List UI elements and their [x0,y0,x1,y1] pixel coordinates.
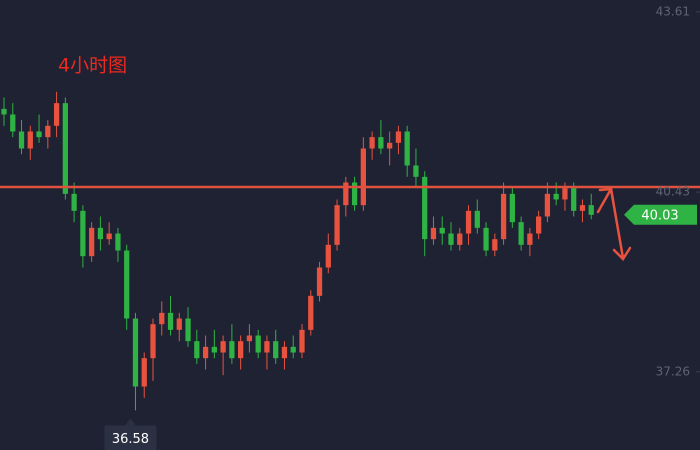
candle-body [150,324,156,359]
candle-body [457,233,463,245]
candle-body [36,131,42,138]
candle-body [229,341,235,359]
candle-body [360,148,366,206]
candle-body [89,227,95,257]
y-tick-label: 40.43 [656,185,690,199]
candle-body [422,176,428,240]
candle-body [62,103,68,194]
candle-body [273,341,279,359]
price-tag-label: 40.03 [641,208,678,223]
candle-body [132,318,139,387]
candle-body [316,267,323,296]
candle-body [378,137,384,149]
candle-body [351,182,358,206]
candle-body [71,193,77,211]
candle-body [255,335,261,353]
candle-body [185,318,191,342]
candle-body [308,295,314,330]
candle-body [544,193,551,217]
candle-body [290,346,296,353]
arrow-head [612,246,632,261]
candle-body [553,193,559,200]
candle-body [18,131,25,149]
candle-body [483,227,489,251]
candle-body [220,341,226,353]
candle-body [509,193,515,223]
arrow-down [609,187,625,260]
candle-body [97,227,104,240]
candle-body [246,335,253,342]
candle-body [299,329,305,353]
candle-body [1,108,7,115]
candle-body [518,222,524,245]
low-label: 36.58 [112,432,149,447]
candle-body [395,131,402,143]
candle-body [369,137,375,149]
y-tick-label: 43.61 [656,4,690,18]
candle-body [579,205,586,211]
candle-body [325,244,331,268]
candle-body [465,210,472,234]
candle-body [492,239,498,251]
candle-body [527,233,533,245]
candle-body [264,341,270,353]
candle-body [115,233,121,251]
candle-body [334,205,340,245]
candle-body [53,103,60,126]
price-tag [624,204,697,225]
candle-body [141,358,147,387]
annotation-arrows [596,187,632,261]
plot [0,11,700,411]
candle-body [202,346,209,359]
candle-body [387,142,393,149]
candle-body [167,312,174,330]
candle-body [536,216,542,234]
candle-body [562,188,568,200]
candle-body [500,193,507,240]
candle-body [27,131,33,149]
candle-body [404,131,410,166]
candle-body [474,210,480,228]
candle-body [106,233,112,240]
candle-body [238,341,244,359]
candle-body [430,227,437,240]
candle-body [413,165,419,177]
chart-title: 4小时图 [58,55,127,77]
candle-body [439,227,445,234]
candle-body [448,233,454,245]
low-label-pointer [124,418,137,427]
candle-body [281,346,288,359]
candle-body [588,205,594,215]
candle-body [124,250,130,319]
candle-body [343,182,349,206]
candle-body [159,312,165,325]
y-tick-label: 37.26 [656,364,690,378]
candle-body [194,341,200,359]
candle-body [80,210,86,257]
candle-body [571,188,577,211]
candle-body [10,114,16,132]
arrow-up [596,187,613,214]
candle-body [45,125,51,138]
low-label-box [104,425,157,450]
candle-body [211,346,217,353]
candle-body [176,318,182,330]
